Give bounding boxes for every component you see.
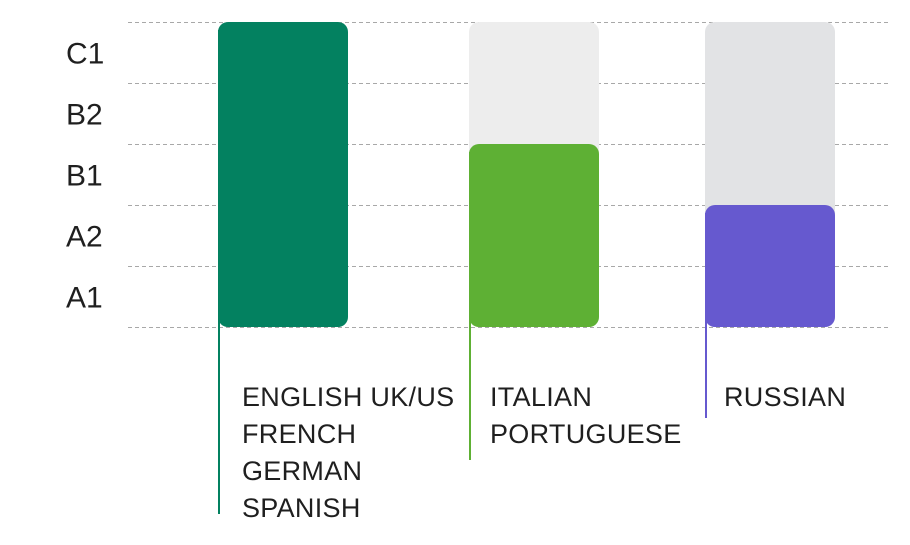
language-label: FRENCH	[242, 419, 356, 449]
level-label-b2: B2	[66, 99, 103, 132]
level-label-a1: A1	[66, 282, 103, 315]
level-label-a2: A2	[66, 221, 103, 254]
bar-group: ITALIAN PORTUGUESE	[469, 22, 682, 460]
bar-value-b1	[469, 144, 599, 327]
bar-group: RUSSIAN	[705, 22, 846, 418]
bar-value-c1	[218, 22, 348, 327]
language-label: RUSSIAN	[724, 382, 846, 412]
level-label-b1: B1	[66, 160, 103, 193]
language-label: GERMAN	[242, 456, 362, 486]
language-label: ITALIAN	[490, 382, 592, 412]
language-label: ENGLISH UK/US	[242, 382, 454, 412]
language-label: SPANISH	[242, 493, 361, 523]
bar-value-a2	[705, 205, 835, 327]
language-label: PORTUGUESE	[490, 419, 682, 449]
level-label-c1: C1	[66, 38, 104, 71]
bar-group: ENGLISH UK/US FRENCH GERMAN SPANISH	[218, 22, 454, 523]
